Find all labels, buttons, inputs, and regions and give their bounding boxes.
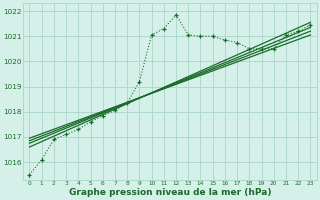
X-axis label: Graphe pression niveau de la mer (hPa): Graphe pression niveau de la mer (hPa) [69,188,271,197]
